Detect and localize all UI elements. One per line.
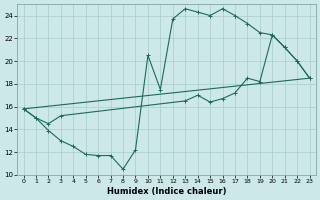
X-axis label: Humidex (Indice chaleur): Humidex (Indice chaleur) (107, 187, 226, 196)
